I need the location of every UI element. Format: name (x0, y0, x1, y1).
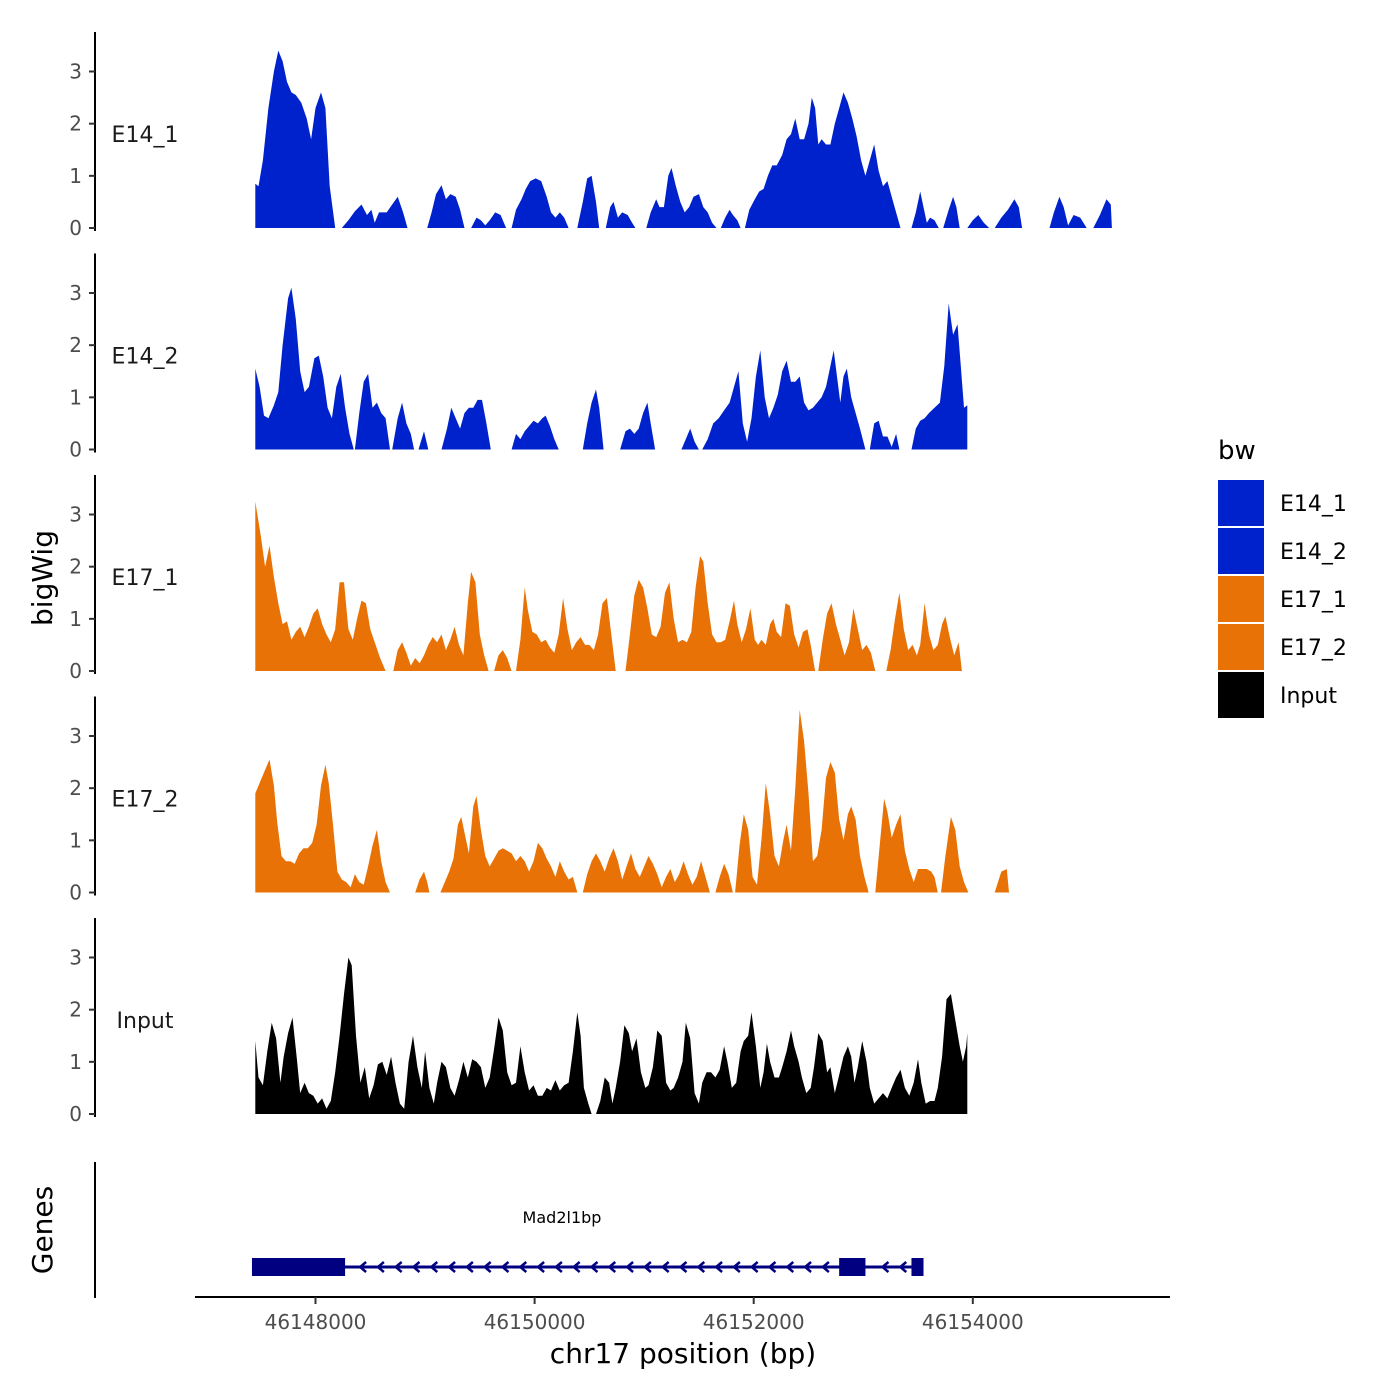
x-tick-label: 46152000 (703, 1310, 805, 1334)
y-tick-label: 3 (69, 281, 82, 305)
strand-arrow-icon (898, 1261, 908, 1273)
y-tick-label: 1 (69, 164, 82, 188)
strand-arrow-icon (785, 1261, 795, 1273)
y-tick-label: 0 (69, 438, 82, 462)
bigwig-tracks: 0 1 2 3 E14_1 0 1 2 3 E14_2 0 1 2 3 E17_1 0 1 2 3 E17_2 0 1 2 3… (69, 32, 1112, 1126)
gene-model (251, 1258, 924, 1276)
y-tick-label: 2 (69, 112, 82, 136)
gene-exon (251, 1258, 346, 1276)
legend-swatch-input (1218, 672, 1264, 718)
strand-arrow-icon (696, 1261, 706, 1273)
y-tick-label: 1 (69, 1050, 82, 1074)
y-tick-label: 1 (69, 607, 82, 631)
y-tick-label: 1 (69, 828, 82, 852)
y-tick-label: 2 (69, 776, 82, 800)
y-tick-label: 2 (69, 998, 82, 1022)
strand-arrow-icon (803, 1261, 812, 1273)
legend-swatch-e17-2 (1218, 624, 1264, 670)
gene-exon (839, 1258, 866, 1276)
strand-arrow-icon (358, 1261, 367, 1273)
y-tick-label: 0 (69, 881, 82, 905)
coverage-area-e14-1 (255, 50, 1112, 228)
y-tick-label: 3 (69, 724, 82, 748)
legend-label-e17-2: E17_2 (1280, 636, 1347, 661)
x-axis-ticks: 46148000 46150000 46152000 46154000 (265, 1297, 1024, 1334)
strand-arrow-icon (767, 1261, 777, 1273)
legend-label-e17-1: E17_1 (1280, 588, 1347, 613)
legend-label-e14-2: E14_2 (1280, 540, 1347, 565)
strand-arrow-icon (880, 1261, 890, 1273)
x-axis: 46148000 46150000 46152000 46154000 (195, 1296, 1170, 1334)
legend-swatch-e14-2 (1218, 528, 1264, 574)
track-label-e14-2: E14_2 (112, 345, 179, 370)
y-tick-label: 0 (69, 1102, 82, 1126)
legend-items: E14_1 E14_2 E17_1 E17_2 Input (1218, 480, 1347, 718)
x-tick-label: 46154000 (922, 1310, 1024, 1334)
strand-arrow-icon (642, 1261, 652, 1273)
strand-arrow-icon (375, 1261, 385, 1273)
y-tick-label: 3 (69, 503, 82, 527)
track-label-e14-1: E14_1 (112, 123, 179, 148)
y-tick-label: 2 (69, 333, 82, 357)
coverage-area-e17-1 (255, 501, 962, 671)
strand-arrow-icon (482, 1261, 492, 1273)
track-e14-2: 0 1 2 3 E14_2 (69, 253, 968, 462)
legend-swatch-e14-1 (1218, 480, 1264, 526)
legend-label-e14-1: E14_1 (1280, 492, 1347, 517)
track-label-e17-1: E17_1 (112, 566, 179, 591)
strand-arrow-icon (518, 1261, 528, 1273)
coverage-area-input (255, 957, 968, 1114)
strand-arrow-icon (571, 1261, 581, 1273)
strand-arrow-icon (589, 1261, 599, 1273)
x-axis-title: chr17 position (bp) (550, 1337, 816, 1370)
y-tick-label: 3 (69, 946, 82, 970)
gene-track: Mad2l1bp (94, 1162, 924, 1298)
legend-title: bw (1218, 436, 1256, 466)
y-tick-label: 2 (69, 555, 82, 579)
coverage-area-e14-2 (255, 287, 968, 450)
strand-arrow-icon (820, 1261, 830, 1273)
legend: bw E14_1 E14_2 E17_1 E17_2 Input (1218, 436, 1347, 718)
strand-arrow-icon (553, 1261, 563, 1273)
y-axis-title: bigWig (26, 530, 59, 626)
x-tick-label: 46150000 (484, 1310, 586, 1334)
track-e17-1: 0 1 2 3 E17_1 (69, 475, 962, 683)
strand-arrow-icon (660, 1261, 670, 1273)
y-tick-label: 3 (69, 60, 82, 84)
strand-arrow-icon (447, 1261, 456, 1273)
strand-arrow-icon (464, 1261, 474, 1273)
track-label-input: Input (117, 1009, 174, 1034)
strand-arrow-icon (625, 1261, 634, 1273)
strand-arrow-icon (411, 1261, 421, 1273)
legend-swatch-e17-1 (1218, 576, 1264, 622)
y-tick-label: 1 (69, 385, 82, 409)
strand-arrow-icon (607, 1261, 617, 1273)
strand-arrow-icon (714, 1261, 723, 1273)
strand-arrow-icon (749, 1261, 759, 1273)
strand-arrow-icon (429, 1261, 439, 1273)
gene-name-label: Mad2l1bp (523, 1208, 602, 1227)
coverage-area-e17-2 (255, 709, 1010, 893)
strand-arrow-icon (393, 1261, 403, 1273)
gene-exon (911, 1258, 924, 1276)
legend-label-input: Input (1280, 684, 1337, 709)
strand-arrow-icon (678, 1261, 688, 1273)
track-label-e17-2: E17_2 (112, 788, 179, 813)
strand-arrow-icon (536, 1261, 545, 1273)
strand-arrow-icon (500, 1261, 510, 1273)
genes-axis-title: Genes (26, 1186, 59, 1274)
track-e17-2: 0 1 2 3 E17_2 (69, 696, 1010, 905)
y-tick-label: 0 (69, 659, 82, 683)
track-input: 0 1 2 3 Input (69, 918, 968, 1126)
x-tick-label: 46148000 (265, 1310, 367, 1334)
track-e14-1: 0 1 2 3 E14_1 (69, 32, 1112, 240)
strand-arrow-icon (731, 1261, 741, 1273)
y-tick-label: 0 (69, 216, 82, 240)
